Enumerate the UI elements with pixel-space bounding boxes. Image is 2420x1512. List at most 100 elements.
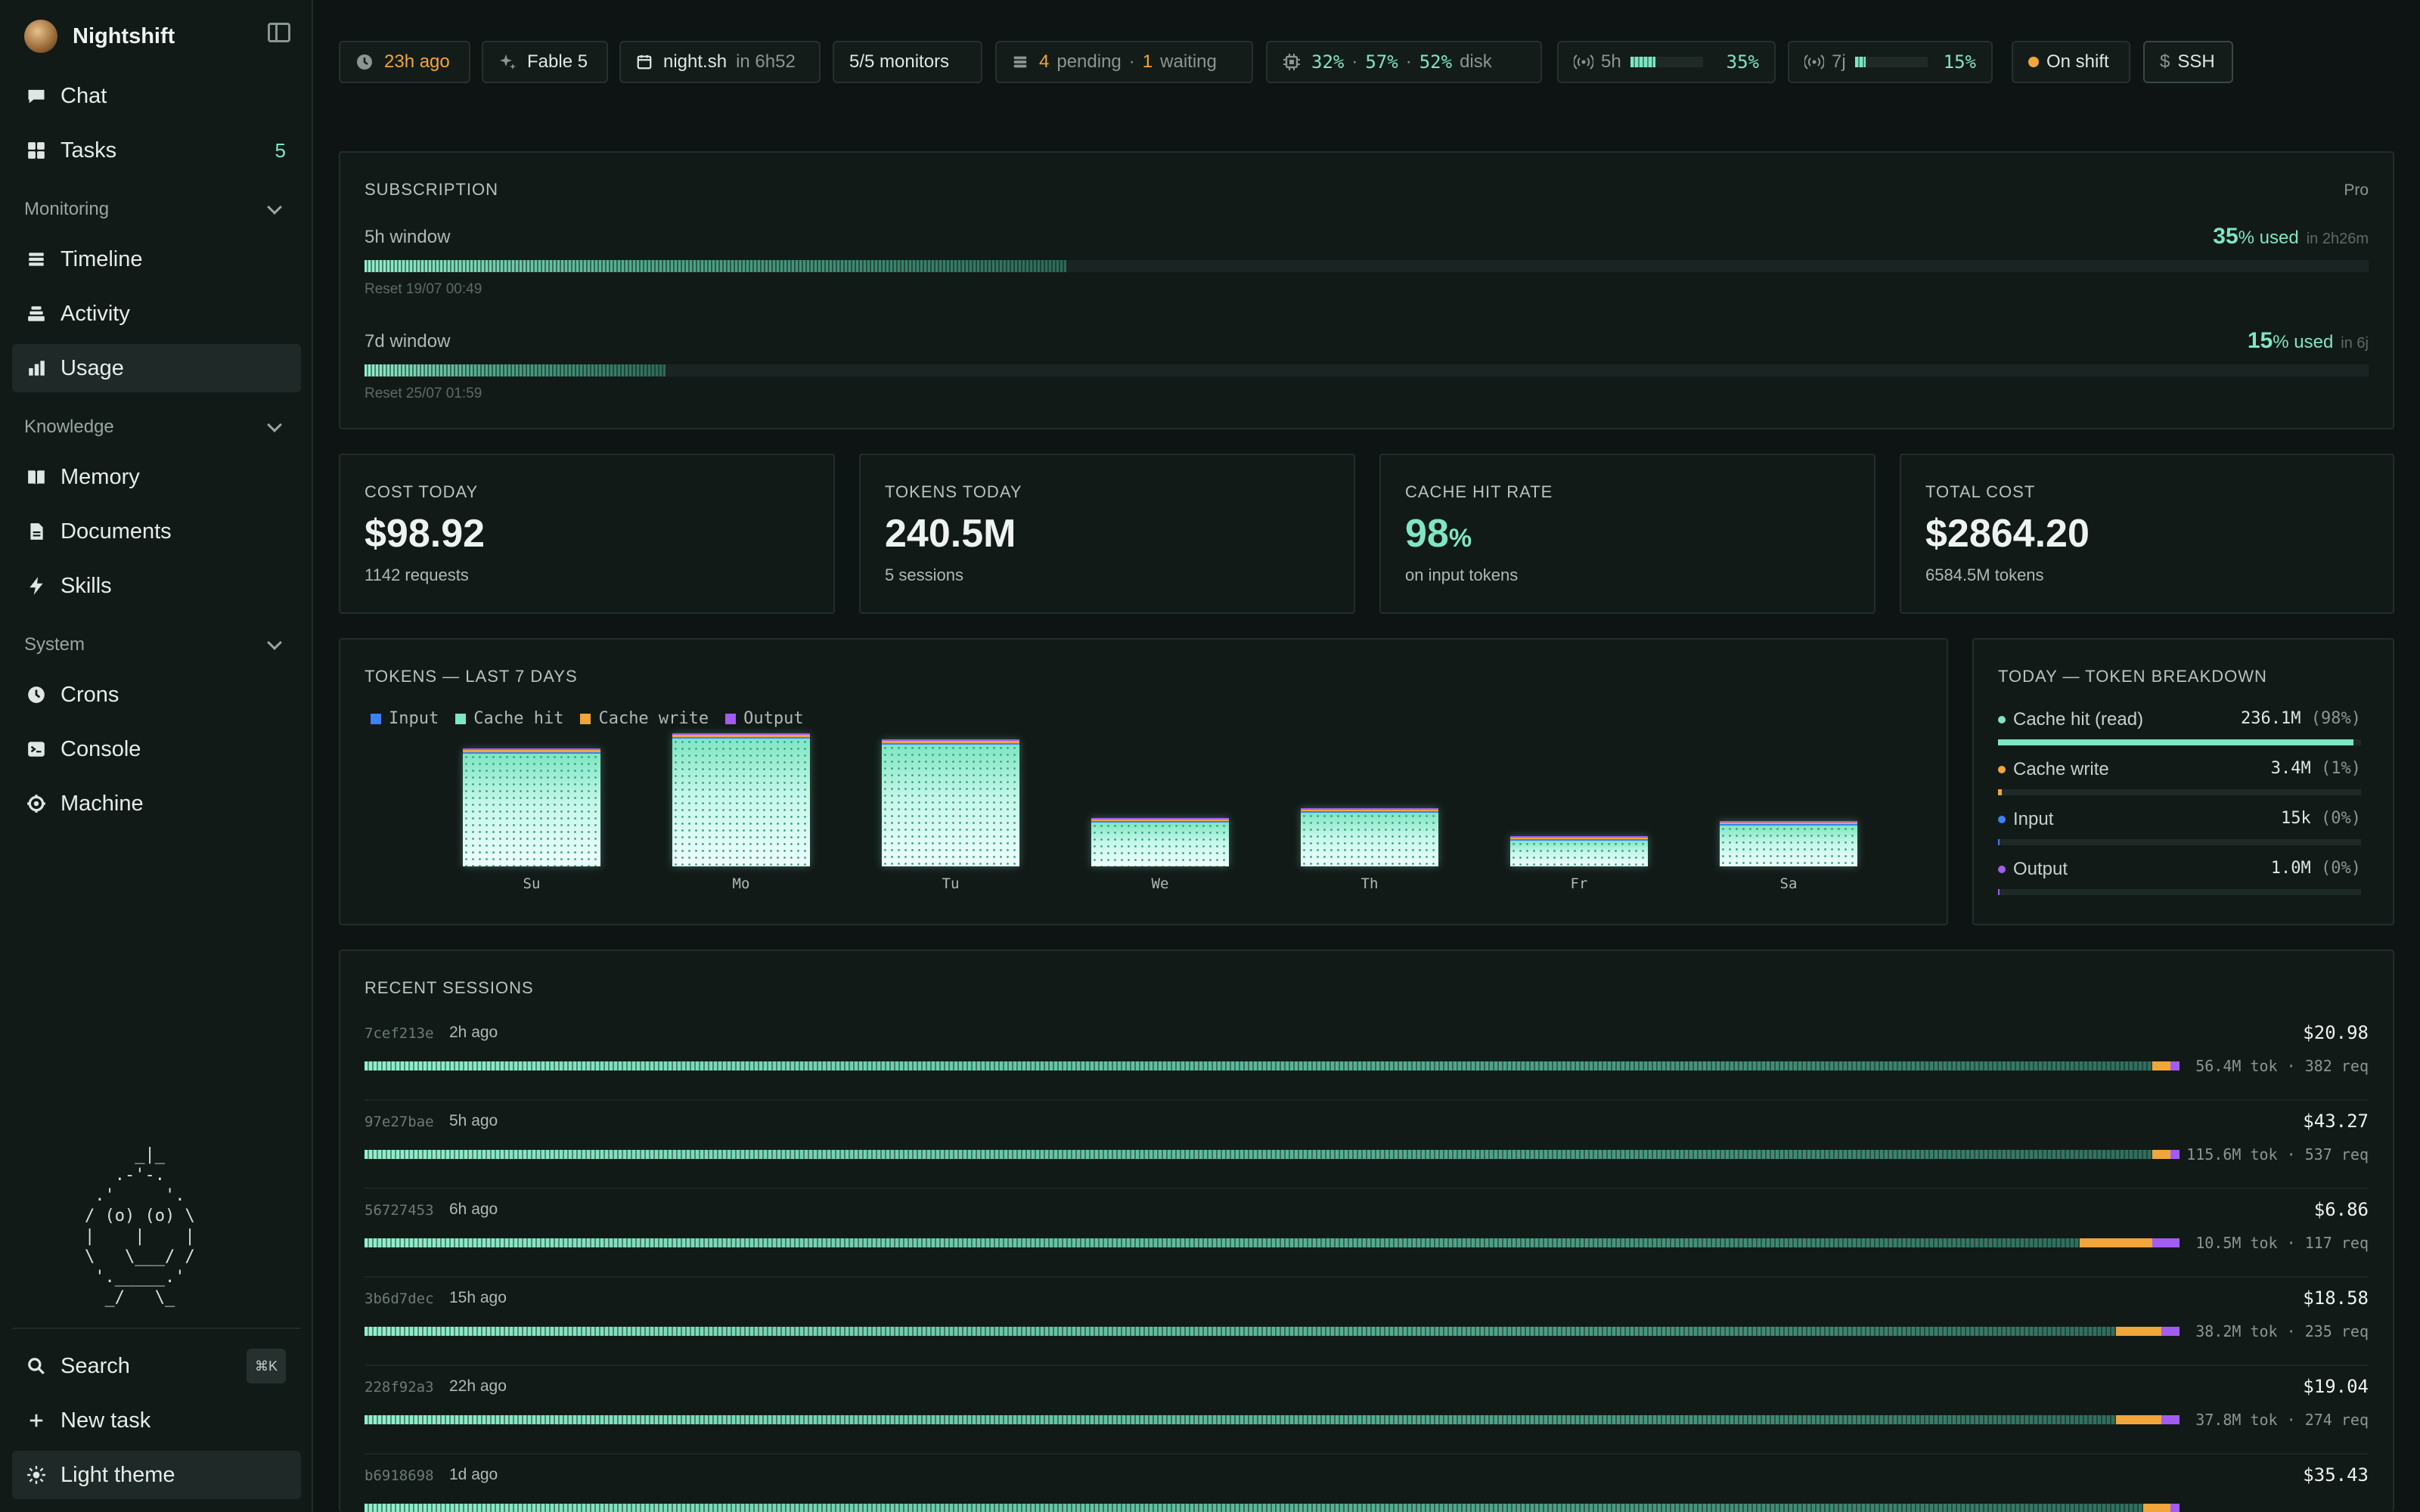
bar-segment-cache-write <box>882 740 1019 743</box>
bar-chart-icon <box>26 358 47 379</box>
sidebar-item-tasks[interactable]: Tasks 5 <box>12 126 301 175</box>
sidebar-item-label: Skills <box>60 573 112 598</box>
session-time: 22h ago <box>449 1377 507 1395</box>
bar-segment-input <box>672 737 810 739</box>
x-tick-label: Sa <box>1779 875 1798 892</box>
chart-bar[interactable] <box>672 733 810 866</box>
stat-label: CACHE HIT RATE <box>1405 482 1553 501</box>
window-5h-progress <box>365 260 2369 272</box>
sidebar-item-machine[interactable]: Machine <box>12 779 301 828</box>
breakdown-amount: 1.0M <box>2270 859 2311 878</box>
chart-legend: Input Cache hit Cache write Output <box>371 709 821 728</box>
window-7j-chip[interactable]: 7j 15% <box>1788 41 1993 83</box>
shift-status: On shift <box>2046 51 2109 72</box>
resources-chip[interactable]: 32% · 57% · 52% disk <box>1266 41 1542 83</box>
bar-segment-cache-hit <box>882 745 1019 866</box>
host-chip[interactable]: night.sh in 6h52 <box>619 41 821 83</box>
bar-segment-output <box>672 733 810 735</box>
session-row[interactable]: 228f92a3 22h ago $19.04 37.8M tok · 274 req <box>365 1367 2369 1455</box>
recent-sessions-panel: RECENT SESSIONS 7cef213e 2h ago $20.98 56.4… <box>339 950 2394 1512</box>
theme-label: Light theme <box>60 1462 175 1487</box>
strip-segment <box>2161 1415 2180 1424</box>
meter-fill <box>1854 57 1866 67</box>
sidebar-item-documents[interactable]: Documents <box>12 507 301 556</box>
window-5h-chip[interactable]: 5h 35% <box>1557 41 1776 83</box>
search-button[interactable]: Search ⌘K <box>12 1342 301 1390</box>
sidebar-item-label: Tasks <box>60 138 117 163</box>
session-id: 97e27bae <box>365 1114 434 1130</box>
legend-swatch <box>371 713 381 724</box>
ssh-button[interactable]: $ SSH <box>2143 41 2233 83</box>
bar-segment-cache-hit <box>1510 841 1648 866</box>
bar-segment-input <box>1091 821 1229 823</box>
strip-segment <box>2116 1327 2161 1336</box>
theme-toggle-button[interactable]: Light theme <box>12 1451 301 1499</box>
signal-icon <box>1804 54 1824 70</box>
model-name: Fable 5 <box>527 51 588 72</box>
sidebar-item-memory[interactable]: Memory <box>12 453 301 501</box>
breakdown-label: Output <box>1998 859 2068 880</box>
stat-sub: 5 sessions <box>885 565 963 584</box>
chart-bar[interactable] <box>1510 836 1648 866</box>
sidebar-item-label: Usage <box>60 355 124 380</box>
section-system-header[interactable]: System <box>24 634 289 655</box>
x-tick-label: Tu <box>942 875 960 892</box>
session-row[interactable]: b6918698 1d ago $35.43 <box>365 1455 2369 1512</box>
queue-chip[interactable]: 4 pending · 1 waiting <box>995 41 1253 83</box>
section-monitoring-header[interactable]: Monitoring <box>24 199 289 220</box>
sidebar-item-usage[interactable]: Usage <box>12 344 301 392</box>
waiting-label: waiting <box>1160 51 1217 72</box>
stat-value: $98.92 <box>365 512 486 556</box>
sidebar-collapse-icon[interactable] <box>268 23 290 42</box>
sidebar-item-label: Activity <box>60 301 130 326</box>
sidebar-item-chat[interactable]: Chat <box>12 72 301 120</box>
brand[interactable]: Nightshift <box>24 20 175 53</box>
bar-segment-output <box>1510 836 1648 838</box>
sidebar-item-crons[interactable]: Crons <box>12 671 301 719</box>
breakdown-fill <box>1998 739 2354 745</box>
chevron-down-icon <box>267 200 282 215</box>
breakdown-row: Cache hit (read) 236.1M (98%) <box>1998 709 2361 747</box>
sidebar-item-timeline[interactable]: Timeline <box>12 235 301 284</box>
breakdown-name: Input <box>2013 809 2054 829</box>
chart-bar[interactable] <box>463 748 600 866</box>
sidebar-item-activity[interactable]: Activity <box>12 290 301 338</box>
sidebar-item-skills[interactable]: Skills <box>12 562 301 610</box>
progress-fill <box>365 364 666 376</box>
session-row[interactable]: 97e27bae 5h ago $43.27 115.6M tok · 537 req <box>365 1101 2369 1189</box>
tokens-chart-panel: TOKENS — LAST 7 DAYS Input Cache hit Cac… <box>339 638 1948 925</box>
chart-bar[interactable] <box>1301 808 1438 866</box>
chart-bar[interactable] <box>882 739 1019 866</box>
window-eta: in 2h26m <box>2306 231 2369 247</box>
new-task-button[interactable]: New task <box>12 1396 301 1445</box>
chart-bar[interactable] <box>1720 821 1857 866</box>
sidebar: Nightshift Chat Tasks 5 Monitoring Timel… <box>0 0 313 1512</box>
section-knowledge-header[interactable]: Knowledge <box>24 417 289 438</box>
usage-label: used <box>2259 228 2299 248</box>
sidebar-item-console[interactable]: Console <box>12 725 301 773</box>
chart-bar[interactable] <box>1091 818 1229 866</box>
strip-segment <box>2170 1504 2180 1512</box>
bar-stack <box>463 748 600 866</box>
usage-percent: 15 <box>2247 328 2273 353</box>
bar-segment-cache-hit <box>672 739 810 866</box>
panel-title: SUBSCRIPTION <box>365 180 499 199</box>
shift-status-chip[interactable]: On shift <box>2012 41 2130 83</box>
section-title: Knowledge <box>24 417 114 437</box>
strip-segment <box>2161 1327 2180 1336</box>
last-seen-chip[interactable]: 23h ago <box>339 41 470 83</box>
session-row[interactable]: 7cef213e 2h ago $20.98 56.4M tok · 382 req <box>365 1013 2369 1101</box>
session-cost: $19.04 <box>2303 1376 2369 1397</box>
session-token-strip <box>365 1061 2180 1070</box>
pending-label: pending <box>1056 51 1122 72</box>
session-row[interactable]: 56727453 6h ago $6.86 10.5M tok · 117 req <box>365 1190 2369 1278</box>
keyboard-shortcut: ⌘K <box>247 1349 286 1383</box>
model-chip[interactable]: Fable 5 <box>482 41 608 83</box>
strip-segment <box>365 1061 2152 1070</box>
session-cost: $6.86 <box>2313 1199 2369 1220</box>
breakdown-fill <box>1998 889 2000 895</box>
monitors-chip[interactable]: 5/5 monitors <box>833 41 982 83</box>
session-row[interactable]: 3b6d7dec 15h ago $18.58 38.2M tok · 235 req <box>365 1278 2369 1366</box>
session-cost: $18.58 <box>2303 1287 2369 1309</box>
disk-value: 52% <box>1419 51 1453 73</box>
